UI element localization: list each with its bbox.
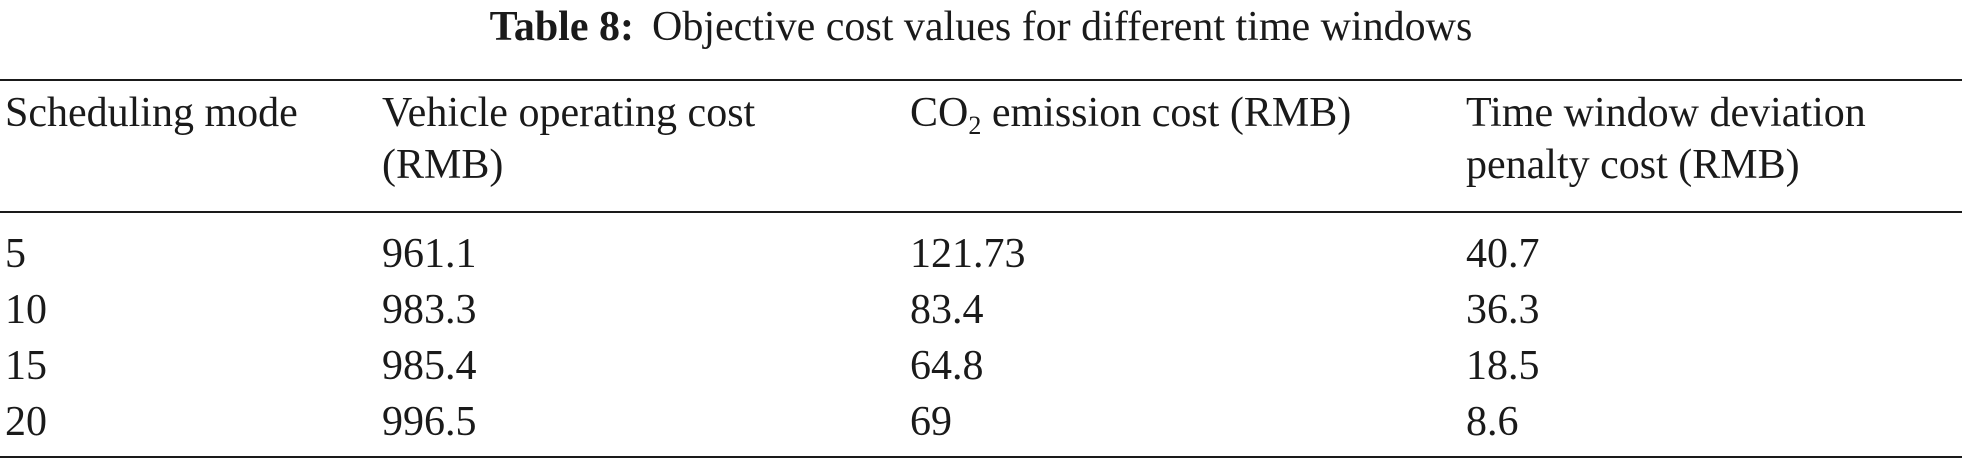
table-cell: 18.5 [1466,343,1540,389]
header-vehicle-operating-cost-line1: Vehicle operating cost [382,90,756,136]
table-cell: 121.73 [910,231,1026,277]
table-cell: 961.1 [382,231,477,277]
table-cell: 5 [5,231,26,277]
table-cell: 40.7 [1466,231,1540,277]
header-co2-suffix: emission cost (RMB) [981,90,1352,136]
header-co2-prefix: CO [910,90,969,136]
table-cell: 20 [5,399,47,445]
header-co2-subscript: 2 [968,111,982,140]
table-cell: 15 [5,343,47,389]
header-co2-emission-cost: CO2 emission cost (RMB) [910,87,1351,139]
table-number: Table 8: [489,4,634,50]
table-cell: 83.4 [910,287,984,333]
header-time-window-penalty-line2: penalty cost (RMB) [1466,142,1800,188]
table-cell: 36.3 [1466,287,1540,333]
table-cell: 983.3 [382,287,477,333]
table-cell: 996.5 [382,399,477,445]
table-title: Objective cost values for different time… [651,4,1473,50]
table-cell: 8.6 [1466,399,1519,445]
header-scheduling-mode: Scheduling mode [5,90,298,136]
header-vehicle-operating-cost-line2: (RMB) [382,142,504,188]
table-cell: 10 [5,287,47,333]
table-caption: Table 8: Objective cost values for differ… [0,2,1962,52]
table-cell: 985.4 [382,343,477,389]
bottom-rule [0,456,1962,458]
header-time-window-penalty-line1: Time window deviation [1466,90,1866,136]
table-cell: 64.8 [910,343,984,389]
table-cell: 69 [910,399,952,445]
top-rule [0,79,1962,81]
header-rule [0,211,1962,213]
